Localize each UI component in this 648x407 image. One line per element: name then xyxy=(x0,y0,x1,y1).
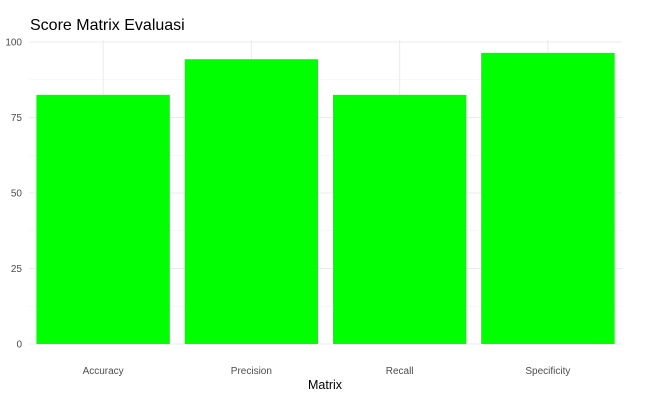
x-tick-label: Specificity xyxy=(525,366,570,377)
y-tick-label: 0 xyxy=(16,340,22,351)
bar-recall xyxy=(332,94,467,344)
y-tick-label: 75 xyxy=(11,113,23,124)
chart-title: Score Matrix Evaluasi xyxy=(30,17,185,34)
bar-accuracy xyxy=(36,94,170,344)
x-tick-label: Recall xyxy=(386,366,414,377)
x-axis-ticks: Accuracy Precision Recall Specificity xyxy=(83,366,571,377)
bars xyxy=(36,52,615,345)
y-tick-label: 100 xyxy=(5,38,22,49)
y-axis-ticks: 0 25 50 75 100 xyxy=(5,38,22,351)
bar-precision xyxy=(184,59,319,345)
x-axis-title: Matrix xyxy=(308,378,343,392)
bar-specificity xyxy=(481,52,615,344)
y-tick-label: 50 xyxy=(11,189,23,200)
x-tick-label: Precision xyxy=(231,366,272,377)
x-tick-label: Accuracy xyxy=(83,366,124,377)
y-tick-label: 25 xyxy=(11,264,23,275)
